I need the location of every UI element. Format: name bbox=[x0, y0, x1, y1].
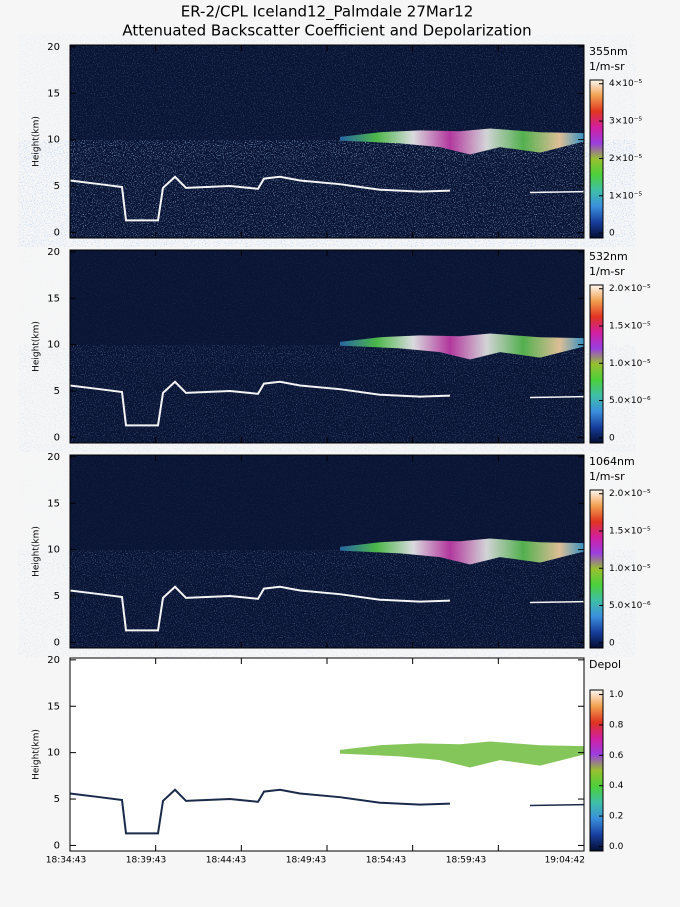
panel: Height(km) 0 5 10 15 20 355nm 1/m-sr 0 1×10⁻⁵ 2×10… bbox=[32, 42, 643, 239]
y-tick-label: 0 bbox=[54, 840, 60, 851]
y-tick-label: 5 bbox=[54, 386, 60, 397]
colorbar-tick-label: 0.0 bbox=[609, 842, 624, 852]
cloud-layer bbox=[69, 380, 451, 427]
y-tick-label: 10 bbox=[47, 545, 60, 556]
cloud-layer bbox=[69, 175, 451, 222]
colorbar-tick-label: 0.6 bbox=[609, 751, 624, 761]
colorbar-tick-label: 2.0×10⁻⁵ bbox=[609, 489, 651, 499]
cloud-layer bbox=[69, 788, 451, 835]
noise bbox=[70, 353, 584, 443]
cloud-layer bbox=[529, 803, 585, 807]
colorbar-tick-label: 5.0×10⁻⁶ bbox=[609, 601, 651, 611]
y-tick-label: 20 bbox=[47, 247, 60, 258]
y-tick-label: 10 bbox=[47, 135, 60, 146]
cloud-layer bbox=[529, 395, 585, 399]
colorbar-tick-label: 2×10⁻⁵ bbox=[609, 154, 642, 164]
y-tick-label: 20 bbox=[47, 452, 60, 463]
x-tick-label: 18:54:43 bbox=[366, 856, 406, 866]
colorbar-label: 1/m-sr bbox=[589, 470, 625, 483]
y-tick-label: 0 bbox=[54, 432, 60, 443]
colorbar-tick-label: 0.2 bbox=[609, 812, 623, 822]
y-axis-label: Height(km) bbox=[32, 321, 42, 372]
colorbar-label: 1/m-sr bbox=[589, 265, 625, 278]
colorbar-tick-label: 0.4 bbox=[609, 781, 624, 791]
colorbar-tick-label: 2.0×10⁻⁵ bbox=[609, 284, 651, 294]
colorbar-label: 1/m-sr bbox=[589, 60, 625, 73]
colorbar-label: 1064nm bbox=[589, 455, 635, 468]
y-tick-label: 0 bbox=[54, 637, 60, 648]
x-tick-label: 18:34:43 bbox=[46, 856, 86, 866]
colorbar bbox=[589, 489, 604, 649]
colorbar-tick-label: 1.0 bbox=[609, 690, 624, 700]
chart-subtitle: Attenuated Backscatter Coefficient and D… bbox=[122, 22, 531, 40]
cloud-layer bbox=[529, 190, 585, 194]
colorbar-tick-label: 1.0×10⁻⁵ bbox=[609, 359, 651, 369]
colorbar-tick-label: 4×10⁻⁵ bbox=[609, 79, 642, 89]
panel: Height(km) 0 5 10 15 20 Depol 0.0 0.2 0.4 0.6 0.8 1.… bbox=[32, 655, 624, 852]
y-tick-label: 20 bbox=[47, 655, 60, 666]
colorbar-tick-label: 1.5×10⁻⁵ bbox=[609, 321, 651, 331]
noise bbox=[70, 148, 584, 238]
panel: Height(km) 0 5 10 15 20 532nm 1/m-sr 0 5.0×10⁻⁶ 1.… bbox=[32, 247, 651, 444]
colorbar-label: 355nm bbox=[589, 45, 628, 58]
y-axis-label: Height(km) bbox=[32, 526, 42, 577]
y-tick-label: 10 bbox=[47, 748, 60, 759]
x-tick-label: 18:59:43 bbox=[446, 856, 486, 866]
x-tick-label: 19:04:42 bbox=[545, 856, 585, 866]
y-tick-label: 0 bbox=[54, 227, 60, 238]
y-tick-label: 20 bbox=[47, 42, 60, 53]
x-tick-label: 18:39:43 bbox=[126, 856, 166, 866]
y-tick-label: 15 bbox=[47, 293, 60, 304]
colorbar-tick-label: 1.5×10⁻⁵ bbox=[609, 526, 651, 536]
cirrus bbox=[340, 333, 584, 360]
y-tick-label: 15 bbox=[47, 498, 60, 509]
cloud-layer bbox=[529, 600, 585, 604]
x-tick-label: 18:44:43 bbox=[206, 856, 246, 866]
colorbar-tick-label: 3×10⁻⁵ bbox=[609, 117, 642, 127]
colorbar-tick-label: 0.8 bbox=[609, 720, 624, 730]
colorbar-tick-label: 0 bbox=[609, 638, 615, 648]
y-tick-label: 5 bbox=[54, 794, 60, 805]
cirrus bbox=[340, 538, 584, 565]
chart-title: ER-2/CPL Iceland12_Palmdale 27Mar12 bbox=[181, 3, 474, 22]
y-axis-label: Height(km) bbox=[32, 116, 42, 167]
x-tick-label: 18:49:43 bbox=[286, 856, 326, 866]
colorbar bbox=[589, 284, 604, 444]
colorbar-tick-label: 1.0×10⁻⁵ bbox=[609, 564, 651, 574]
cloud-layer bbox=[69, 585, 451, 632]
colorbar bbox=[589, 689, 604, 852]
cirrus bbox=[340, 741, 584, 768]
y-tick-label: 5 bbox=[54, 591, 60, 602]
y-tick-label: 15 bbox=[47, 88, 60, 99]
noise bbox=[70, 558, 584, 648]
cirrus bbox=[340, 128, 584, 155]
panels: Height(km) 0 5 10 15 20 355nm 1/m-sr 0 1×10⁻⁵ 2×10… bbox=[32, 42, 652, 866]
y-tick-label: 10 bbox=[47, 340, 60, 351]
y-tick-label: 15 bbox=[47, 701, 60, 712]
colorbar-tick-label: 1×10⁻⁵ bbox=[609, 191, 642, 201]
colorbar-tick-label: 0 bbox=[609, 433, 615, 443]
colorbar-tick-label: 5.0×10⁻⁶ bbox=[609, 396, 651, 406]
colorbar-label: Depol bbox=[589, 658, 621, 671]
colorbar-label: 532nm bbox=[589, 250, 628, 263]
y-tick-label: 5 bbox=[54, 181, 60, 192]
panel: Height(km) 0 5 10 15 20 1064nm 1/m-sr 0 5.0×10⁻⁶ 1… bbox=[32, 452, 651, 649]
y-axis-label: Height(km) bbox=[32, 729, 42, 780]
colorbar bbox=[589, 79, 604, 239]
colorbar-tick-label: 0 bbox=[609, 229, 615, 239]
